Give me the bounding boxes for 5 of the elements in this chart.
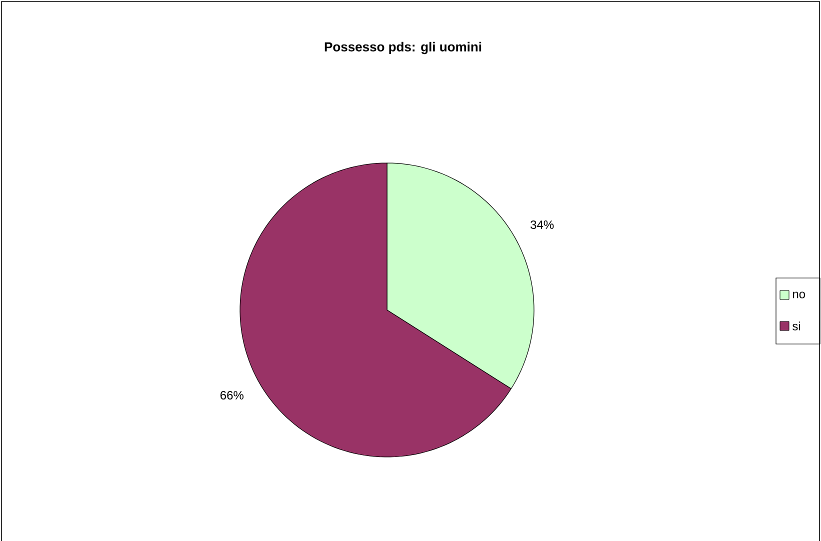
legend-label: si (792, 321, 800, 330)
chart-title: Possesso pds: gli uomini (324, 42, 482, 54)
data-label: 34% (530, 220, 554, 229)
data-label: 66% (220, 390, 244, 400)
legend-label: no (793, 292, 806, 298)
